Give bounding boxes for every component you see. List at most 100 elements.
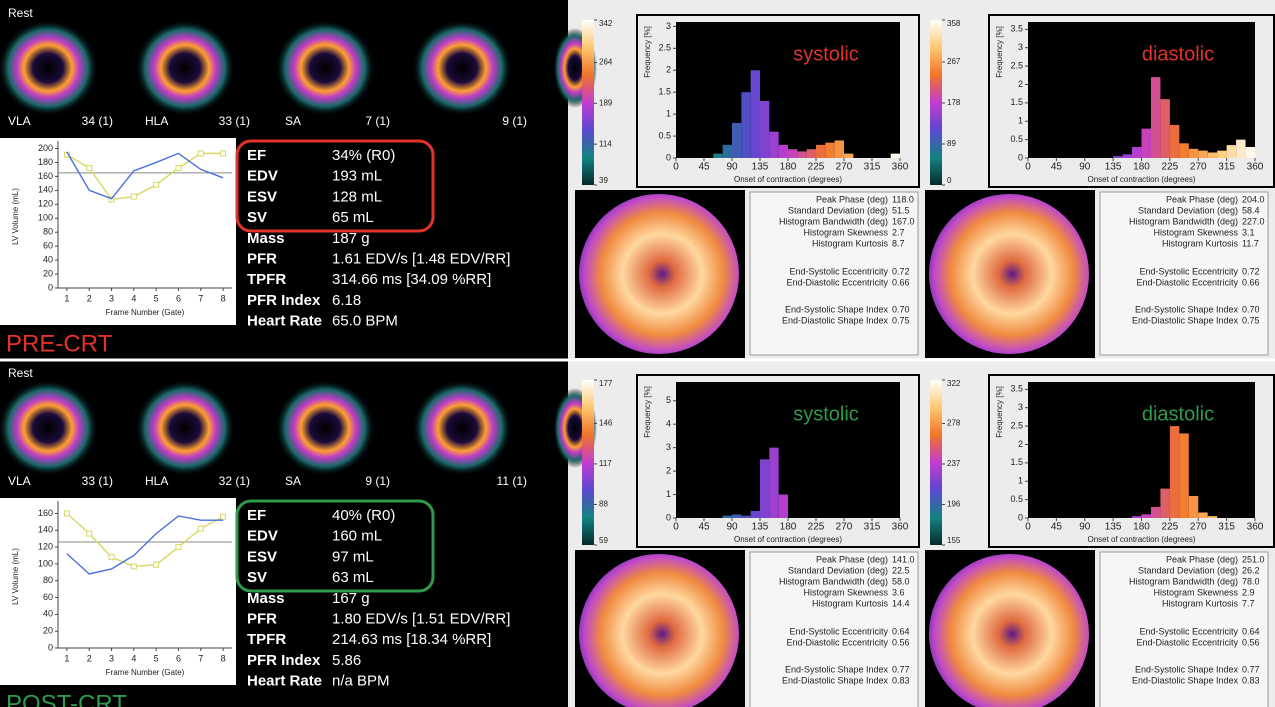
- x-tick-label: 6: [176, 293, 181, 303]
- metric-value: 0.56: [1242, 637, 1260, 647]
- x-tick-label: 225: [1162, 162, 1179, 173]
- metric-label: Peak Phase (deg): [1166, 194, 1238, 204]
- histogram-bar: [760, 101, 769, 158]
- metric-value: 0.56: [892, 637, 910, 647]
- x-tick-label: 0: [673, 162, 679, 173]
- metric-value: 26.2: [1242, 565, 1260, 575]
- x-tick-label: 360: [892, 162, 909, 173]
- metric-label: End-Systolic Eccentricity: [789, 266, 888, 276]
- histogram-bar: [751, 70, 760, 158]
- x-axis-label: Onset of contraction (degrees): [1087, 175, 1195, 184]
- stat-label: PFR: [247, 610, 277, 627]
- y-tick-label: 2: [666, 65, 671, 75]
- y-tick-label: 1.5: [1010, 457, 1023, 467]
- metric-label: End-Diastolic Eccentricity: [1136, 637, 1238, 647]
- metric-label: End-Systolic Shape Index: [1135, 304, 1239, 314]
- y-tick-label: 100: [38, 558, 53, 568]
- stat-value: 34% (R0): [332, 147, 395, 164]
- stat-label: PFR: [247, 250, 277, 267]
- stat-label: PFR Index: [247, 292, 321, 309]
- y-tick-label: 2: [1018, 439, 1023, 449]
- metric-label: End-Diastolic Eccentricity: [786, 637, 888, 647]
- metric-value: 58.0: [892, 576, 910, 586]
- x-tick-label: 90: [726, 162, 738, 173]
- y-tick-label: 0: [1018, 152, 1023, 162]
- y-tick-label: 0.5: [658, 130, 671, 140]
- y-tick-label: 120: [38, 199, 53, 209]
- x-tick-label: 360: [892, 522, 909, 533]
- y-tick-label: 40: [43, 254, 53, 264]
- x-tick-label: 5: [154, 653, 159, 663]
- scan-image: [135, 20, 235, 116]
- y-tick-label: 1.5: [658, 87, 671, 97]
- stat-value: 1.80 EDV/s [1.51 EDV/RR]: [332, 610, 510, 627]
- metric-value: 167.0: [892, 216, 915, 226]
- x-tick-label: 315: [1218, 162, 1235, 173]
- colorbar-tick-label: 177: [599, 379, 613, 388]
- y-tick-label: 5: [666, 395, 671, 405]
- histogram-bar: [723, 145, 732, 158]
- metric-value: 22.5: [892, 565, 910, 575]
- stat-value: 128 mL: [332, 188, 382, 205]
- stat-value: 65.0 BPM: [332, 313, 398, 330]
- stat-label: EDV: [247, 528, 278, 545]
- volume-marker: [87, 166, 92, 171]
- metric-label: End-Diastolic Shape Index: [1132, 315, 1239, 325]
- x-tick-label: 6: [176, 653, 181, 663]
- histogram-bar: [1198, 151, 1207, 158]
- plot-area: [676, 22, 900, 158]
- metric-label: Standard Deviation (deg): [1138, 565, 1238, 575]
- colorbar-tick-label: 88: [599, 500, 608, 509]
- scan-image: [275, 380, 375, 476]
- body: {"colormap": ["#062a2a", "#148282", "#5a…: [0, 0, 1275, 707]
- y-tick-label: 2: [1018, 79, 1023, 89]
- volume-marker: [176, 545, 181, 550]
- x-tick-label: 360: [1247, 162, 1264, 173]
- colorbar-tick-label: 189: [599, 98, 613, 107]
- stat-value: 314.66 ms [34.09 %RR]: [332, 271, 491, 288]
- y-axis-label: Frequency [%]: [643, 26, 652, 78]
- metric-value: 0.72: [892, 266, 910, 276]
- view-slice: 7 (1): [365, 114, 390, 128]
- y-tick-label: 0: [666, 152, 671, 162]
- metric-label: Histogram Bandwidth (deg): [779, 576, 888, 586]
- y-axis-label: Frequency [%]: [643, 386, 652, 438]
- stat-value: 193 mL: [332, 168, 382, 185]
- metric-label: Standard Deviation (deg): [788, 205, 888, 215]
- metric-value: 78.0: [1242, 576, 1260, 586]
- metric-value: 204.0: [1242, 194, 1265, 204]
- colorbar: [930, 380, 942, 545]
- y-tick-label: 20: [43, 268, 53, 278]
- view-slice: 9 (1): [502, 114, 527, 128]
- histogram-bar: [1132, 147, 1141, 158]
- metric-label: Histogram Skewness: [803, 227, 888, 237]
- y-tick-label: 80: [43, 575, 53, 585]
- y-tick-label: 2.5: [1010, 420, 1023, 430]
- histogram-bar: [1246, 147, 1255, 158]
- y-tick-label: 2.5: [658, 43, 671, 53]
- histogram-bar: [825, 143, 834, 158]
- metric-value: 0.64: [1242, 626, 1260, 636]
- colorbar-tick-label: 264: [599, 58, 613, 67]
- metric-value: 58.4: [1242, 205, 1260, 215]
- metric-label: Peak Phase (deg): [1166, 554, 1238, 564]
- y-tick-label: 1: [1018, 476, 1023, 486]
- screen: RestVLA34 (1)HLA33 (1)SA7 (1)9 (1)020406…: [0, 0, 1275, 707]
- y-tick-label: 1.5: [1010, 97, 1023, 107]
- histogram-bar: [1189, 149, 1198, 158]
- view-name: SA: [285, 114, 301, 128]
- y-tick-label: 100: [38, 213, 53, 223]
- x-tick-label: 5: [154, 293, 159, 303]
- y-axis-label: LV Volume (mL): [11, 188, 20, 245]
- histogram-bar: [1236, 140, 1245, 158]
- view-slice: 32 (1): [219, 474, 250, 488]
- metric-label: Histogram Bandwidth (deg): [1129, 576, 1238, 586]
- histogram-bar: [1208, 152, 1217, 158]
- view-name: HLA: [145, 114, 168, 128]
- histogram-bar: [1179, 143, 1188, 158]
- metric-label: Peak Phase (deg): [816, 194, 888, 204]
- x-tick-label: 2: [87, 293, 92, 303]
- y-tick-label: 20: [43, 626, 53, 636]
- stat-value: 1.61 EDV/s [1.48 EDV/RR]: [332, 250, 510, 267]
- view-name: HLA: [145, 474, 168, 488]
